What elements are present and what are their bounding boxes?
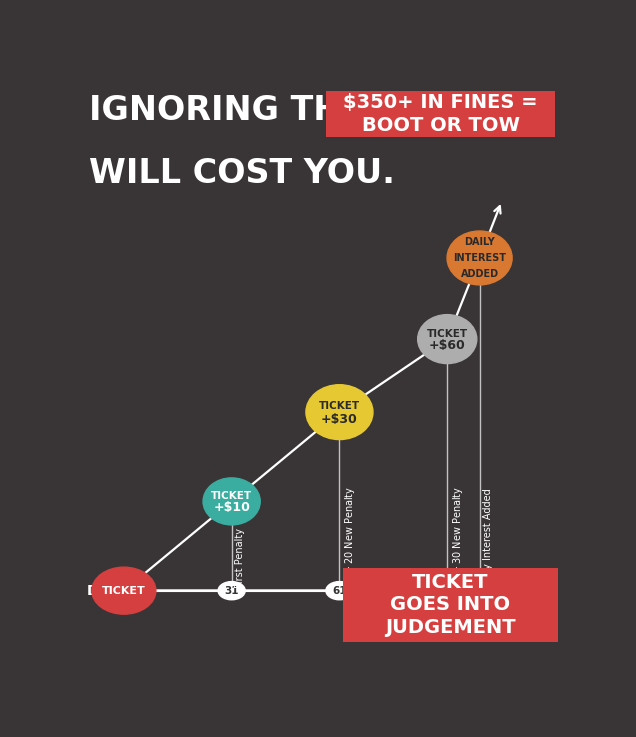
Ellipse shape — [306, 385, 373, 439]
Text: ADDED: ADDED — [460, 268, 499, 279]
Text: DAILY: DAILY — [464, 237, 495, 248]
Ellipse shape — [218, 581, 245, 600]
Text: $30 + $30 New Penalty: $30 + $30 New Penalty — [451, 486, 465, 588]
Text: First Penalty: First Penalty — [235, 528, 245, 588]
Text: DAYS: DAYS — [87, 584, 128, 598]
FancyBboxPatch shape — [326, 91, 555, 136]
Text: 100: 100 — [469, 586, 490, 595]
Text: 1: 1 — [120, 586, 127, 595]
Text: TICKET: TICKET — [102, 586, 146, 595]
Ellipse shape — [418, 315, 477, 363]
Text: TICKET
GOES INTO
JUDGEMENT: TICKET GOES INTO JUDGEMENT — [385, 573, 516, 637]
Text: Daily Interest Added: Daily Interest Added — [483, 488, 493, 588]
Ellipse shape — [447, 231, 512, 285]
Text: 31: 31 — [225, 586, 239, 595]
Text: +$60: +$60 — [429, 340, 466, 352]
Text: 61: 61 — [332, 586, 347, 595]
Text: TICKET: TICKET — [319, 401, 360, 411]
Ellipse shape — [326, 581, 353, 600]
Ellipse shape — [434, 581, 461, 600]
Ellipse shape — [203, 478, 260, 525]
Text: $10 + $20 New Penalty: $10 + $20 New Penalty — [343, 486, 357, 588]
Text: WILL COST YOU.: WILL COST YOU. — [89, 156, 395, 189]
Text: TICKET: TICKET — [211, 492, 252, 501]
FancyBboxPatch shape — [343, 568, 558, 642]
Text: 91: 91 — [440, 586, 455, 595]
Text: $350+ IN FINES =
BOOT OR TOW: $350+ IN FINES = BOOT OR TOW — [343, 93, 538, 135]
Ellipse shape — [110, 581, 137, 600]
Text: +$10: +$10 — [213, 501, 250, 514]
Text: +$30: +$30 — [321, 413, 358, 426]
Text: INTEREST: INTEREST — [453, 253, 506, 263]
Ellipse shape — [466, 581, 493, 600]
Ellipse shape — [92, 567, 156, 614]
Text: IGNORING THE TICKET: IGNORING THE TICKET — [89, 94, 507, 127]
Text: TICKET: TICKET — [427, 329, 468, 339]
